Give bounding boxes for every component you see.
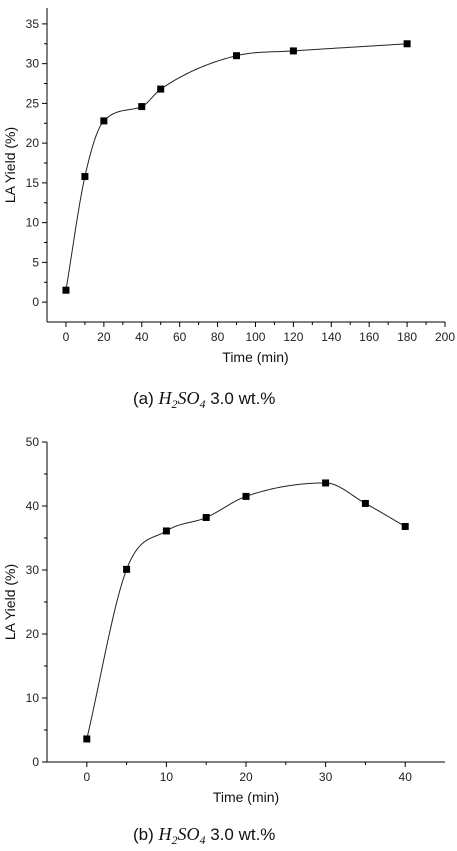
fit-curve [86,482,406,740]
y-tick-label: 0 [32,295,39,309]
y-tick-label: 25 [26,96,40,110]
caption-subscript: 2 [172,397,178,411]
x-tick-label: 30 [319,770,333,784]
x-tick-label: 40 [399,770,413,784]
y-tick-label: 15 [26,176,40,190]
caption-subscript: 2 [172,833,178,847]
data-point [202,514,210,522]
data-point [123,565,131,573]
data-point [162,527,170,535]
y-tick-label: 30 [26,57,40,71]
caption-text: 3.0 wt.% [206,389,276,408]
panel-label: (a) [133,389,159,408]
y-axis-title: LA Yield (%) [2,127,18,203]
caption-formula: H [158,388,173,408]
data-point [81,173,89,181]
data-point [233,52,241,60]
data-point [62,286,70,294]
x-tick-label: 80 [211,330,225,344]
y-tick-label: 20 [26,136,40,150]
data-point [401,522,409,530]
y-tick-label: 10 [26,216,40,230]
x-tick-label: 20 [239,770,253,784]
x-tick-label: 200 [435,330,455,344]
panel-label: (b) [133,825,159,844]
y-tick-label: 5 [32,255,39,269]
y-tick-label: 10 [26,691,40,705]
data-point [289,47,297,55]
data-point [100,117,108,125]
data-point [403,40,411,48]
x-tick-label: 180 [397,330,417,344]
data-point [322,479,330,487]
x-tick-label: 0 [63,330,70,344]
x-tick-label: 60 [173,330,187,344]
x-tick-label: 20 [97,330,111,344]
caption-subscript: 4 [200,833,206,847]
x-tick-label: 160 [359,330,379,344]
x-tick-label: 140 [321,330,341,344]
y-tick-label: 30 [26,563,40,577]
data-point [83,735,91,743]
chart-panel-a: 0 5 10 15 20 25 30 35 0 20 40 60 80 100 120 140 160 180 20… [2,8,455,411]
y-tick-label: 35 [26,17,40,31]
caption-formula: H [158,824,173,844]
panel-caption: (b) H2SO4 3.0 wt.% [133,824,275,847]
y-tick-label: 0 [32,755,39,769]
y-axis-title: LA Yield (%) [2,564,18,640]
data-point [138,103,146,111]
y-tick-label: 20 [26,627,40,641]
x-tick-label: 10 [160,770,174,784]
y-tick-label: 40 [26,499,40,513]
fit-curve [65,43,408,291]
x-tick-label: 100 [245,330,265,344]
panel-caption: (a) H2SO4 3.0 wt.% [133,388,275,411]
data-point [157,85,165,93]
chart-panel-b: 0 10 20 30 40 50 0 10 20 30 40 Time (min) LA Yield (… [2,435,445,847]
x-tick-label: 40 [135,330,149,344]
caption-subscript: 4 [200,397,206,411]
caption-formula: SO [178,388,200,408]
data-point [242,492,250,500]
x-axis-title: Time (min) [222,349,288,365]
data-point [361,499,369,507]
x-tick-label: 0 [83,770,90,784]
x-axis-title: Time (min) [213,789,279,805]
x-tick-label: 120 [283,330,303,344]
caption-text: 3.0 wt.% [206,825,276,844]
caption-formula: SO [178,824,200,844]
y-tick-label: 50 [26,435,40,449]
